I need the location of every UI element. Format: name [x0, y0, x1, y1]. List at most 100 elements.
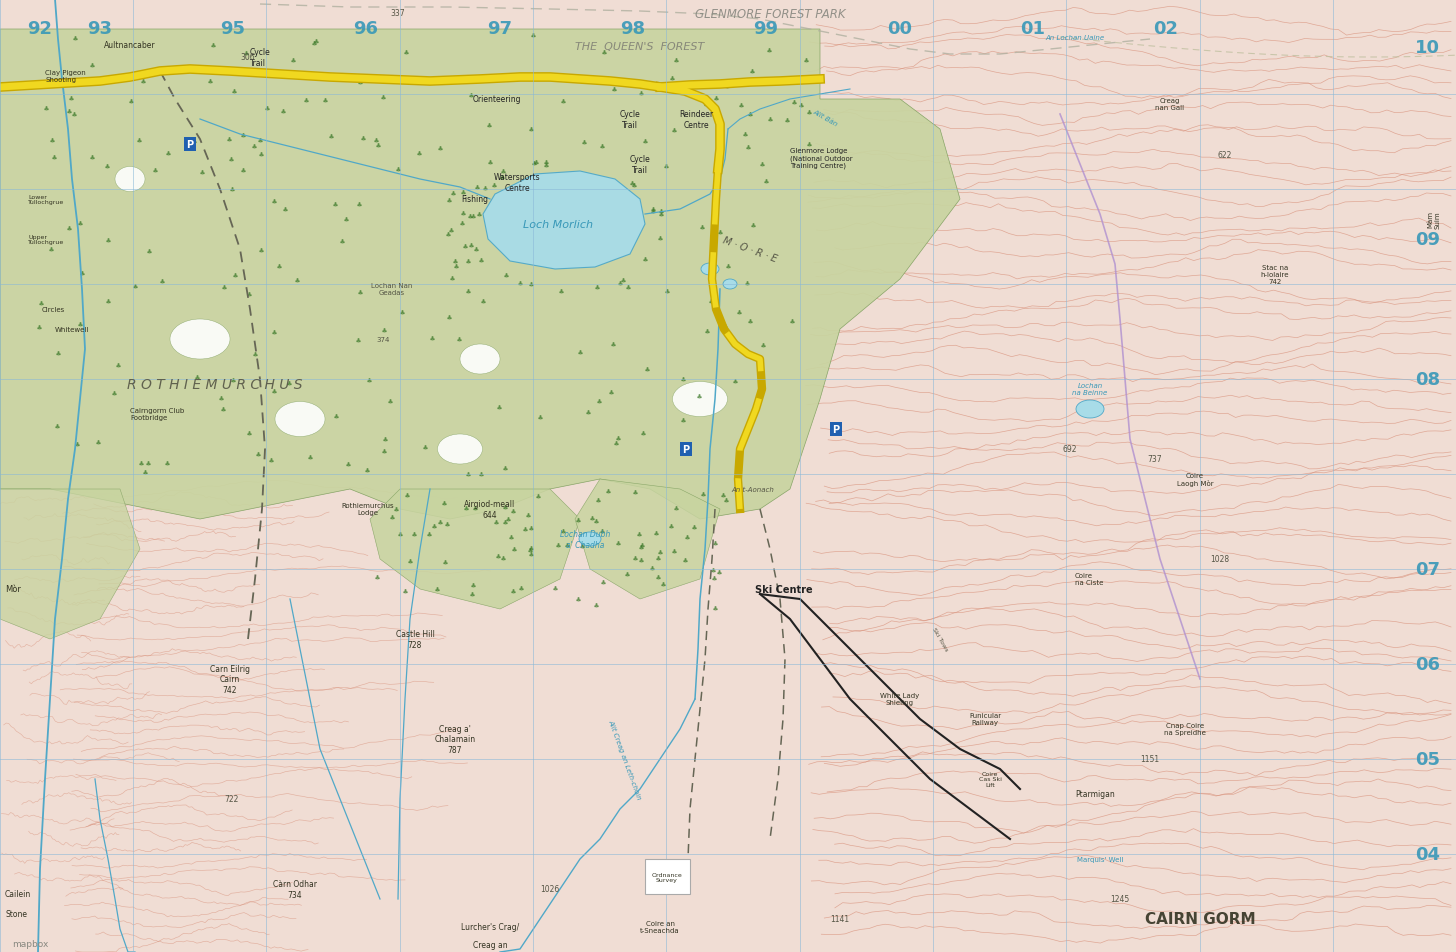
Point — [600, 385, 623, 400]
Text: 337: 337 — [390, 9, 405, 17]
Point — [150, 274, 173, 289]
Text: CAIRN GORM: CAIRN GORM — [1144, 912, 1255, 926]
Text: 93: 93 — [87, 20, 112, 38]
Point — [41, 132, 64, 148]
Ellipse shape — [460, 345, 499, 374]
Text: Reindeer
Centre: Reindeer Centre — [678, 110, 713, 129]
Point — [358, 373, 381, 388]
Point — [587, 394, 610, 409]
Point — [211, 403, 234, 418]
Text: 10: 10 — [1415, 39, 1440, 57]
Point — [221, 372, 245, 387]
Point — [450, 216, 473, 231]
Point — [96, 233, 119, 248]
Point — [510, 581, 533, 596]
Point — [597, 485, 620, 500]
Point — [700, 294, 724, 309]
Point — [494, 500, 517, 515]
Point — [384, 502, 408, 517]
Point — [451, 185, 475, 200]
Point — [272, 104, 296, 119]
Point — [277, 376, 300, 391]
Point — [80, 150, 103, 166]
Point — [569, 345, 593, 360]
Point — [665, 53, 689, 69]
Point — [585, 492, 609, 507]
Point — [574, 531, 597, 546]
Text: 04: 04 — [1415, 845, 1440, 863]
Point — [648, 545, 671, 560]
Ellipse shape — [115, 168, 146, 192]
Point — [482, 178, 505, 193]
Point — [470, 253, 494, 268]
Text: Loch Morlich: Loch Morlich — [523, 220, 593, 229]
Point — [459, 208, 482, 224]
Text: 374: 374 — [376, 337, 390, 343]
Point — [629, 86, 652, 101]
Point — [70, 266, 93, 281]
Point — [399, 554, 422, 569]
Point — [566, 591, 590, 606]
Text: Stone: Stone — [4, 909, 28, 919]
Text: Rothiemurchus
Lodge: Rothiemurchus Lodge — [342, 503, 395, 516]
Point — [119, 94, 143, 109]
Point — [259, 453, 282, 468]
Point — [486, 549, 510, 565]
Text: 95: 95 — [220, 20, 246, 38]
Point — [499, 529, 523, 545]
Text: Fishing: Fishing — [462, 195, 489, 205]
Point — [29, 296, 52, 311]
Point — [729, 98, 753, 113]
Point — [492, 550, 515, 565]
Point — [571, 539, 594, 554]
Text: 722: 722 — [224, 795, 239, 803]
Point — [28, 320, 51, 335]
Point — [274, 203, 297, 218]
Text: 01: 01 — [1021, 20, 1045, 38]
Point — [60, 91, 83, 107]
Point — [590, 140, 613, 155]
Point — [237, 426, 261, 441]
Point — [494, 461, 517, 476]
Point — [460, 88, 483, 103]
Point — [57, 105, 80, 120]
Point — [268, 259, 291, 274]
Point — [456, 467, 479, 483]
Point — [347, 333, 370, 348]
Point — [285, 273, 309, 288]
Point — [198, 74, 221, 89]
Point — [518, 542, 542, 557]
Point — [336, 457, 360, 472]
Point — [440, 271, 463, 287]
Point — [593, 46, 616, 61]
Point — [591, 574, 614, 589]
Point — [434, 555, 457, 570]
Text: mapbox: mapbox — [12, 940, 48, 948]
Point — [660, 71, 683, 87]
Text: Lochan Dubh
a' Chadha: Lochan Dubh a' Chadha — [559, 529, 610, 549]
Point — [546, 538, 569, 553]
Point — [45, 419, 68, 434]
Point — [795, 53, 818, 69]
Point — [648, 231, 671, 247]
Text: Coire
Laogh Mòr: Coire Laogh Mòr — [1176, 472, 1213, 486]
Text: Creag an: Creag an — [473, 941, 507, 949]
Text: R O T H I E M U R C H U S: R O T H I E M U R C H U S — [127, 378, 303, 391]
Point — [144, 163, 167, 178]
Point — [185, 370, 208, 386]
Point — [524, 155, 547, 170]
Point — [201, 39, 224, 54]
Point — [39, 242, 63, 257]
Point — [68, 217, 92, 232]
Point — [712, 487, 735, 503]
Point — [298, 450, 322, 466]
Text: Funicular
Railway: Funicular Railway — [968, 713, 1002, 725]
Point — [566, 513, 590, 528]
Point — [502, 542, 526, 557]
Point — [479, 155, 502, 170]
Point — [734, 127, 757, 142]
Point — [584, 598, 607, 613]
Text: 00: 00 — [888, 20, 913, 38]
Point — [683, 520, 706, 535]
Point — [137, 455, 160, 470]
